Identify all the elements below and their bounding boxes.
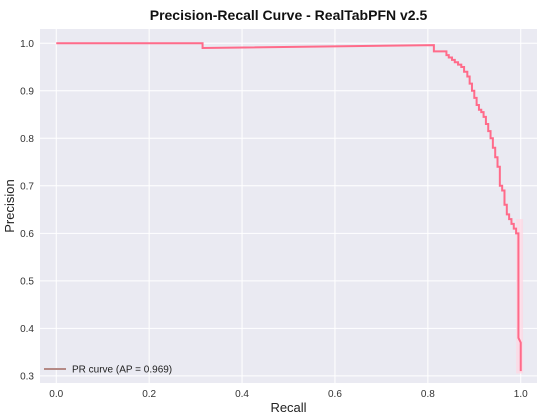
series-line-0 [56,42,522,372]
series-layer [56,42,522,372]
chart-title: Precision-Recall Curve - RealTabPFN v2.5 [150,7,428,23]
y-axis-title: Precision [2,179,17,232]
x-axis-title: Recall [270,400,306,415]
y-tick-label: 0.7 [20,181,34,192]
y-tick-label: 0.6 [20,229,34,240]
y-tick-label: 0.5 [20,276,34,287]
y-tick-label: 0.3 [20,371,34,382]
legend-entry: PR curve (AP = 0.969) [72,365,172,376]
y-tick-label: 0.8 [20,134,34,145]
x-tick-labels: 0.0 0.2 0.4 0.6 0.8 1.0 [49,389,528,400]
grid-x [55,29,522,383]
confidence-band [516,219,524,374]
x-tick-label: 1.0 [514,389,528,400]
y-tick-labels: 0.3 0.4 0.5 0.6 0.7 0.8 0.9 1.0 [20,39,34,383]
band-rect [516,219,524,374]
y-tick-label: 0.9 [20,86,34,97]
legend: PR curve (AP = 0.969) [44,365,172,376]
plot-area [40,29,537,383]
x-tick-label: 0.0 [49,389,63,400]
x-tick-label: 0.2 [142,389,156,400]
x-tick-label: 0.4 [235,389,249,400]
x-tick-label: 0.6 [328,389,342,400]
y-tick-label: 1.0 [20,39,34,50]
x-tick-label: 0.8 [421,389,435,400]
y-tick-label: 0.4 [20,324,34,335]
